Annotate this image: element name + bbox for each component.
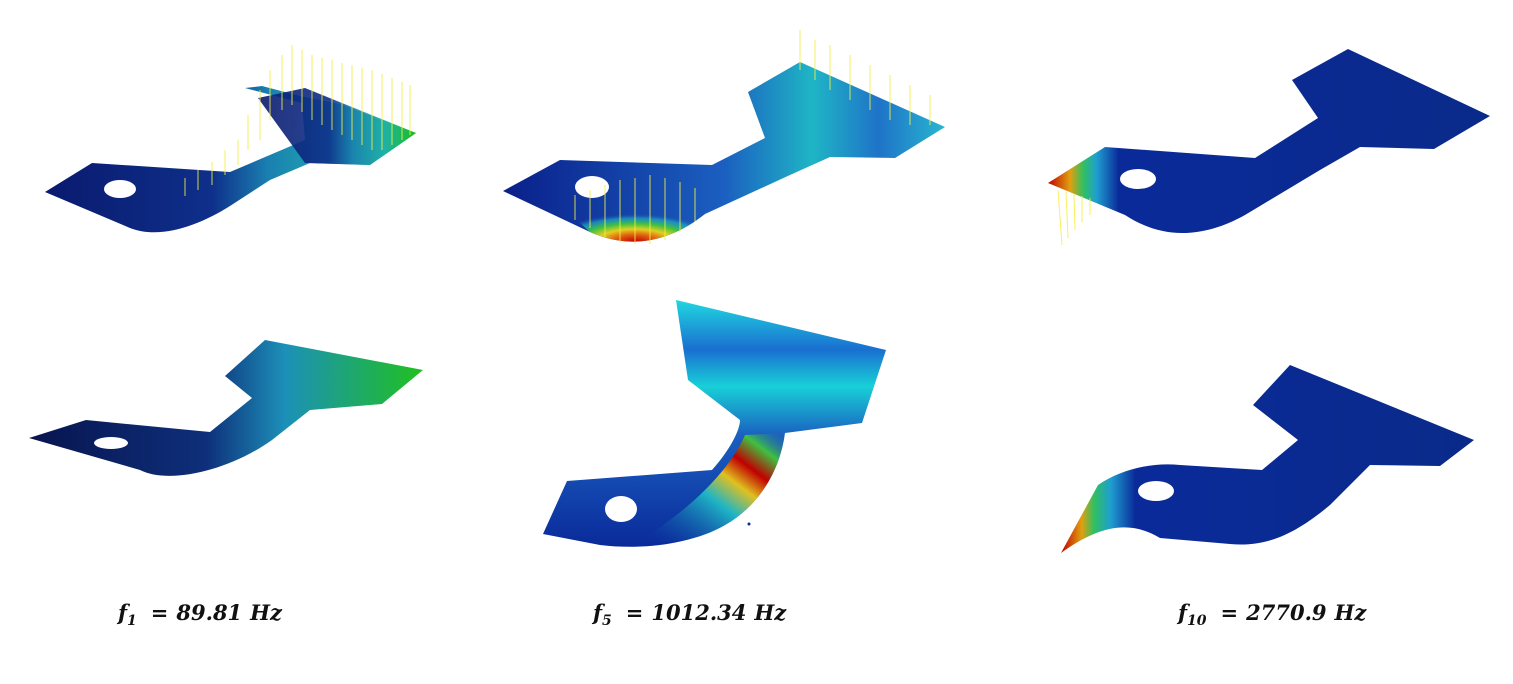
panel-mode-5-deformed [543,300,886,547]
frequency-value: 89.81 [176,600,243,625]
plate-surface [1048,49,1490,234]
hot-spot [640,433,785,542]
mounting-hole [575,176,609,198]
plate-surface [543,300,886,547]
mode-index: 5 [602,613,612,629]
displacement-vectors [574,30,931,244]
panel-mode-10-undeformed [1048,49,1490,246]
equals-sign: = [625,600,644,625]
displacement-vectors [1057,189,1091,246]
mode-index: 1 [127,613,137,629]
mounting-hole [1138,481,1174,501]
plate-surface [1061,365,1474,553]
mounting-hole [94,437,128,449]
equals-sign: = [150,600,169,625]
frequency-value: 2770.9 [1246,600,1327,625]
frequency-unit: Hz [250,600,282,625]
panel-mode-5-undeformed [503,30,945,244]
frequency-symbol: f [1178,600,1188,625]
node-marker [747,522,751,526]
caption-mode-10: f 10 = 2770.9 Hz [1178,600,1366,634]
equals-sign: = [1220,600,1239,625]
panel-mode-10-deformed [1061,365,1474,553]
mounting-hole [605,496,637,522]
frequency-unit: Hz [754,600,787,625]
panel-mode-1-deformed [29,340,423,476]
frequency-unit: Hz [1334,600,1367,625]
panel-mode-1-undeformed [45,45,416,233]
plate-surface [503,62,945,242]
plate-raised-block [258,88,416,165]
plate-surface [29,340,423,476]
displacement-vectors [184,45,411,196]
frequency-symbol: f [593,600,603,625]
caption-mode-1: f 1 = 89.81 Hz [118,600,282,634]
mode-index: 10 [1187,613,1207,629]
frequency-value: 1012.34 [651,600,747,625]
frequency-symbol: f [118,600,128,625]
mounting-hole [104,180,136,198]
mounting-hole [1120,169,1156,189]
caption-mode-5: f 5 = 1012.34 Hz [593,600,786,634]
